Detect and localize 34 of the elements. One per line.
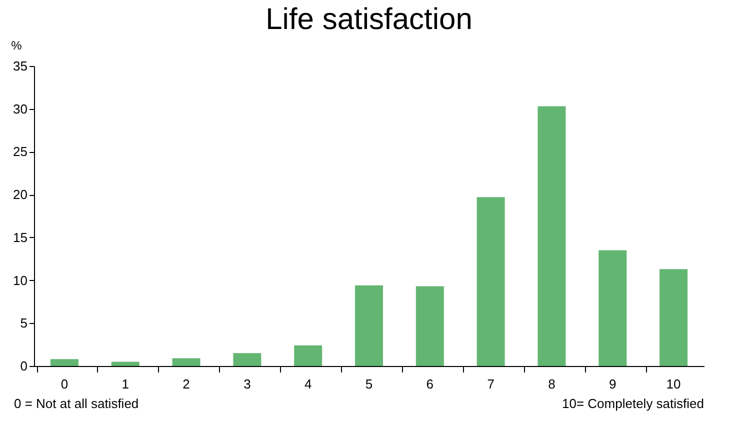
- x-tick-label: 1: [122, 376, 129, 392]
- text: 10= Completely satisfied: [562, 396, 704, 411]
- bar: [660, 269, 688, 366]
- y-tick-label: 5: [20, 316, 28, 331]
- bar: [172, 358, 200, 366]
- x-tick-label: 2: [182, 376, 190, 392]
- x-tick-label: 8: [548, 376, 556, 392]
- x-tick-label: 3: [244, 376, 251, 392]
- bar: [416, 286, 444, 366]
- bar: [598, 250, 627, 366]
- chart-title: Life satisfaction: [266, 3, 472, 36]
- x-tick-label: 10: [666, 376, 681, 392]
- text: 0 = Not at all satisfied: [14, 396, 139, 411]
- bar: [50, 359, 78, 366]
- y-tick-label: 0: [20, 358, 28, 374]
- x-tick-label: 5: [365, 376, 373, 392]
- y-tick-label: 25: [13, 144, 28, 160]
- y-tick-label: 20: [13, 187, 28, 202]
- x-tick-label: 9: [609, 376, 616, 392]
- y-axis-title: %: [11, 38, 22, 52]
- x-tick-label: 0: [60, 376, 68, 392]
- x-tick-label: 7: [487, 376, 494, 392]
- x-tick-label: 6: [426, 376, 434, 392]
- bar: [111, 362, 140, 366]
- y-tick-label: 10: [13, 272, 28, 288]
- x-tick-label: 4: [304, 376, 312, 392]
- bar: [355, 285, 383, 366]
- y-tick-label: 15: [13, 230, 28, 245]
- y-tick-label: 35: [13, 58, 28, 74]
- bar: [476, 197, 505, 366]
- bar: [233, 353, 262, 366]
- bar: [538, 106, 566, 366]
- bar: [294, 345, 322, 366]
- y-tick-label: 30: [13, 101, 28, 116]
